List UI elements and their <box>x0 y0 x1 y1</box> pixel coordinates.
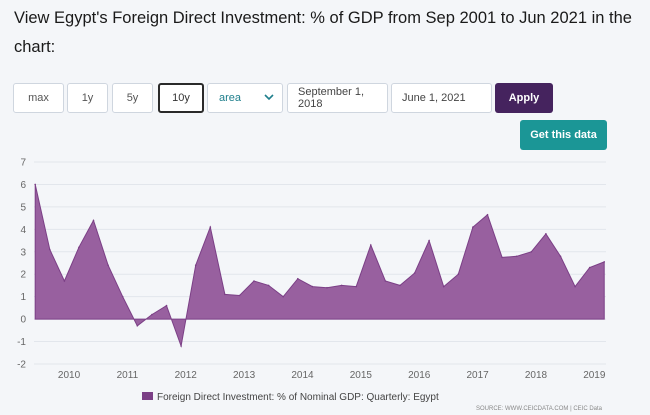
data-point <box>603 261 605 263</box>
data-point <box>194 264 197 266</box>
legend-swatch <box>142 392 153 400</box>
x-tick-label: 2017 <box>466 370 489 381</box>
x-tick-label: 2010 <box>58 370 81 381</box>
page-title: View Egypt's Foreign Direct Investment: … <box>14 9 632 56</box>
x-axis: 2010 2011 2012 2013 2014 2015 2016 2017 2018 2019 <box>58 370 606 381</box>
get-this-data-button[interactable]: Get this data <box>520 120 607 150</box>
chart-type-value: area <box>219 92 242 104</box>
y-tick-label: 1 <box>20 292 26 303</box>
data-point <box>486 213 489 216</box>
range-max-button[interactable]: max <box>13 83 64 113</box>
x-tick-label: 2016 <box>408 370 431 381</box>
x-tick-label: 2015 <box>350 370 373 381</box>
y-tick-label: 7 <box>20 158 26 169</box>
data-point <box>34 183 36 186</box>
data-point <box>107 264 109 266</box>
data-point <box>49 248 51 251</box>
data-point <box>472 226 474 228</box>
data-point <box>340 284 343 287</box>
x-tick-label: 2018 <box>525 370 548 381</box>
data-point <box>180 345 182 347</box>
data-point <box>428 239 430 242</box>
y-tick-label: 2 <box>20 270 26 281</box>
range-10y-button[interactable]: 10y <box>158 83 204 113</box>
data-point <box>209 226 212 228</box>
range-5y-button[interactable]: 5y <box>112 83 153 113</box>
data-point <box>530 251 533 253</box>
data-point <box>559 255 562 258</box>
range-1y-button[interactable]: 1y <box>67 83 108 113</box>
chevron-down-icon <box>264 94 274 101</box>
y-tick-label: 0 <box>20 315 26 326</box>
data-point <box>457 273 460 275</box>
data-point <box>78 246 80 249</box>
data-point <box>92 219 95 222</box>
y-axis: 7 6 5 4 3 2 1 0 -1 -2 <box>17 158 26 371</box>
end-date-input[interactable]: June 1, 2021 <box>391 83 492 113</box>
chart-legend[interactable]: Foreign Direct Investment: % of Nominal … <box>142 392 439 403</box>
data-point <box>545 233 547 235</box>
data-point <box>588 266 591 269</box>
data-point <box>326 286 328 289</box>
data-point <box>574 285 576 288</box>
x-tick-label: 2013 <box>233 370 256 381</box>
data-point <box>355 285 358 288</box>
data-point <box>253 280 255 282</box>
data-point <box>311 285 314 288</box>
data-point <box>238 294 241 297</box>
data-point <box>282 295 285 298</box>
data-point <box>224 293 226 296</box>
data-point <box>442 285 445 288</box>
y-tick-label: 3 <box>20 247 26 258</box>
apply-button[interactable]: Apply <box>495 83 553 113</box>
y-tick-label: -2 <box>17 360 26 371</box>
data-point <box>370 244 372 246</box>
x-tick-label: 2014 <box>291 370 314 381</box>
data-point <box>413 272 416 274</box>
data-point <box>267 284 270 287</box>
data-point <box>63 280 66 282</box>
data-point <box>121 295 124 298</box>
data-point <box>399 284 401 287</box>
data-point <box>384 280 387 282</box>
chart-type-select[interactable]: area <box>207 83 283 113</box>
start-date-input[interactable]: September 1, 2018 <box>287 83 388 113</box>
data-point <box>501 256 503 259</box>
data-point <box>515 255 518 258</box>
x-tick-label: 2012 <box>175 370 198 381</box>
x-tick-label: 2011 <box>117 370 139 381</box>
y-tick-label: 6 <box>20 180 26 191</box>
x-tick-label: 2019 <box>583 370 606 381</box>
y-tick-label: 5 <box>20 202 26 213</box>
y-tick-label: -1 <box>17 337 26 348</box>
y-tick-label: 4 <box>20 225 26 236</box>
chart-grid <box>34 161 606 365</box>
data-point <box>151 313 153 316</box>
chart-area-layer <box>34 183 605 348</box>
data-point <box>136 325 139 327</box>
legend-label: Foreign Direct Investment: % of Nominal … <box>157 392 439 403</box>
series-area <box>34 184 605 348</box>
source-note: SOURCE: WWW.CEICDATA.COM | CEIC Data <box>476 406 603 412</box>
data-point <box>297 277 299 280</box>
data-point <box>165 304 168 307</box>
